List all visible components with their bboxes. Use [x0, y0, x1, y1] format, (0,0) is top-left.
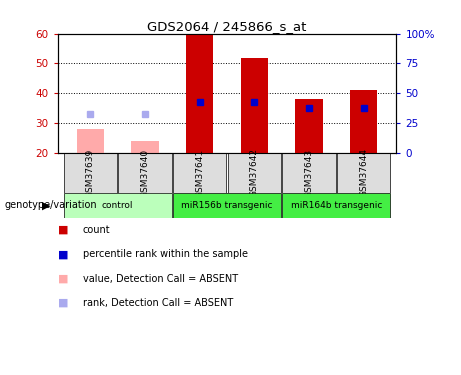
Bar: [228, 153, 281, 194]
Text: GSM37644: GSM37644: [359, 148, 368, 198]
Text: control: control: [102, 201, 134, 210]
Bar: [173, 194, 281, 217]
Text: ■: ■: [58, 225, 68, 235]
Bar: [64, 194, 172, 217]
Bar: [64, 153, 117, 194]
Text: ■: ■: [58, 249, 68, 259]
Text: GSM37639: GSM37639: [86, 148, 95, 198]
Text: ■: ■: [58, 298, 68, 308]
Text: GSM37640: GSM37640: [141, 148, 149, 198]
Bar: [173, 153, 226, 194]
Bar: [241, 57, 268, 153]
Bar: [77, 129, 104, 153]
Bar: [282, 194, 390, 217]
Text: GSM37641: GSM37641: [195, 148, 204, 198]
Text: rank, Detection Call = ABSENT: rank, Detection Call = ABSENT: [83, 298, 233, 308]
Text: GSM37642: GSM37642: [250, 148, 259, 198]
Text: genotype/variation: genotype/variation: [5, 200, 97, 210]
Bar: [186, 34, 213, 153]
Bar: [131, 141, 159, 153]
Bar: [337, 153, 390, 194]
Text: miR156b transgenic: miR156b transgenic: [181, 201, 273, 210]
Bar: [296, 99, 323, 153]
Text: value, Detection Call = ABSENT: value, Detection Call = ABSENT: [83, 274, 238, 284]
Text: count: count: [83, 225, 111, 235]
Text: GSM37643: GSM37643: [305, 148, 313, 198]
Text: percentile rank within the sample: percentile rank within the sample: [83, 249, 248, 259]
Bar: [282, 153, 336, 194]
Title: GDS2064 / 245866_s_at: GDS2064 / 245866_s_at: [148, 20, 307, 33]
Text: miR164b transgenic: miR164b transgenic: [290, 201, 382, 210]
Bar: [350, 90, 378, 153]
Text: ▶: ▶: [42, 200, 50, 210]
Bar: [118, 153, 172, 194]
Text: ■: ■: [58, 274, 68, 284]
